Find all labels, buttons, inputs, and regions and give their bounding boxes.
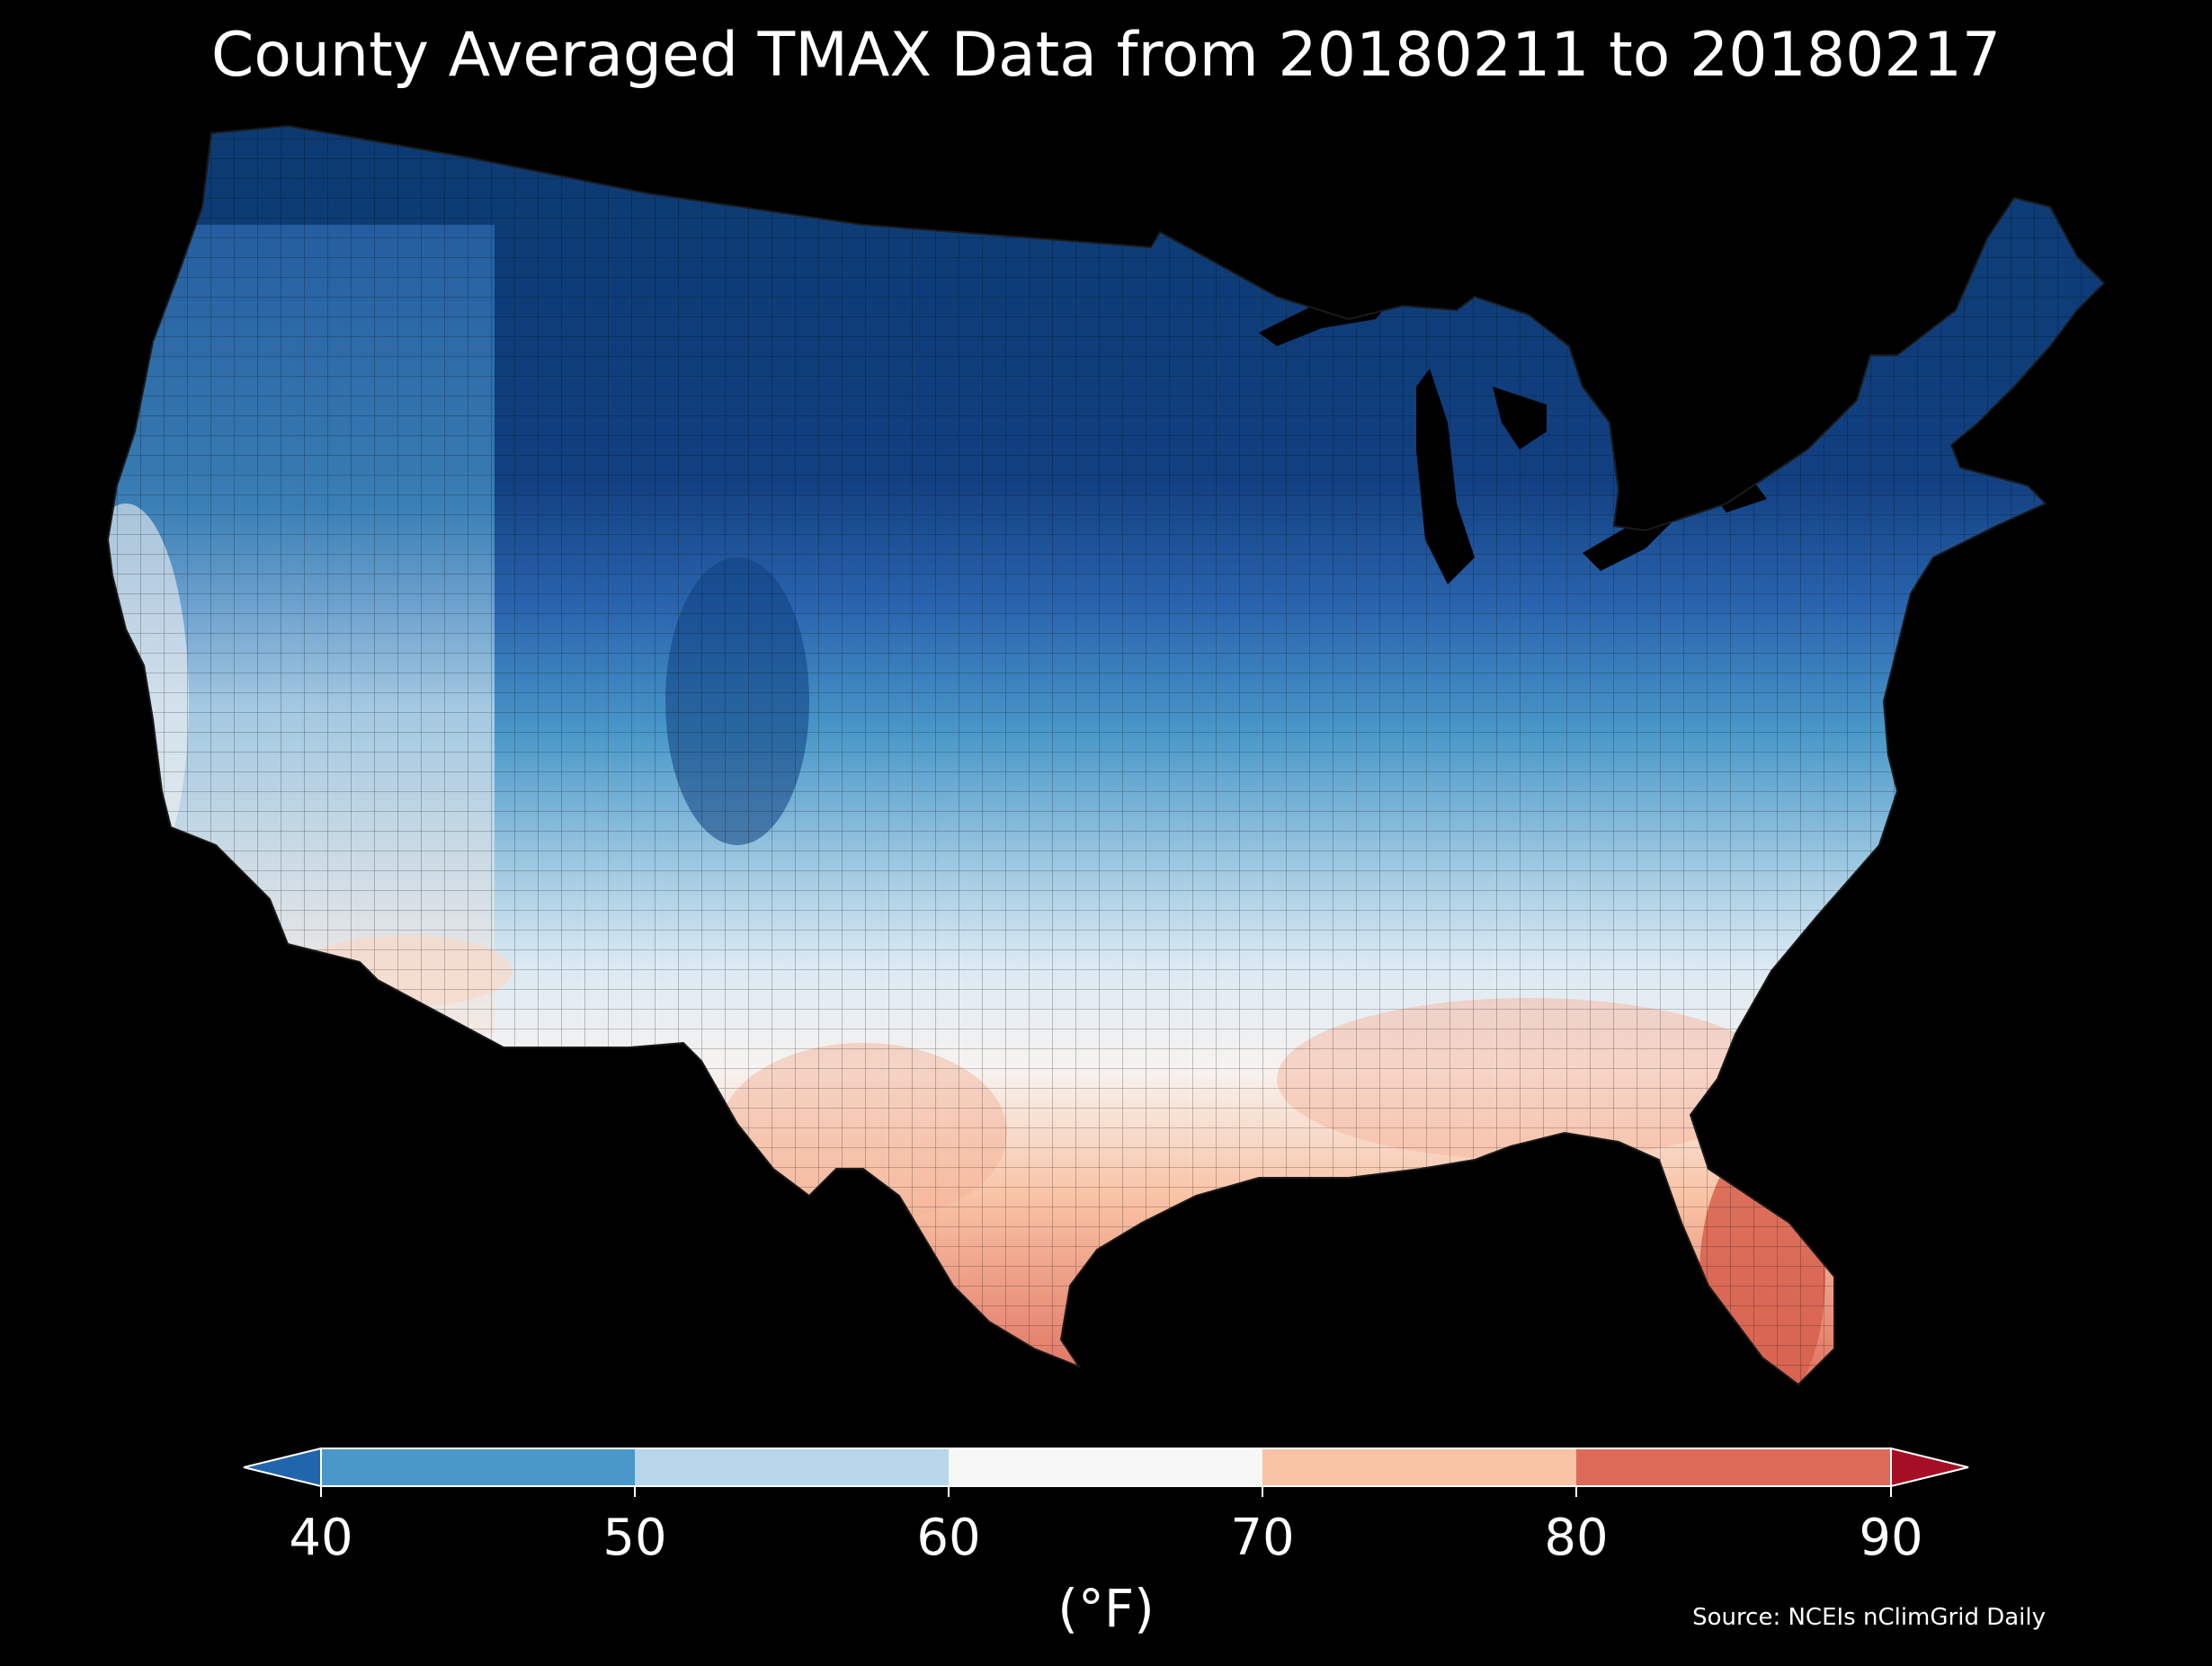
- colorbar-segment-80-90: [1576, 1448, 1891, 1486]
- colorbar-tick-label: 90: [1859, 1509, 1923, 1567]
- page-title: County Averaged TMAX Data from 20180211 …: [210, 20, 2002, 91]
- colorbar-tick-label: 40: [289, 1509, 353, 1567]
- colorbar-tick-label: 50: [602, 1509, 667, 1567]
- colorbar-segment-40-50: [321, 1448, 635, 1486]
- colorbar-tick-label: 80: [1544, 1509, 1609, 1567]
- colorbar-over-extension: [1890, 1447, 1969, 1488]
- colorbar: [243, 1447, 1969, 1497]
- colorbar-segment-50-60: [635, 1448, 949, 1486]
- colorbar-units-label: (°F): [1057, 1578, 1155, 1639]
- colorbar-segment-60-70: [949, 1448, 1262, 1486]
- colorbar-segment-70-80: [1262, 1448, 1576, 1486]
- colorbar-under-extension: [243, 1447, 322, 1488]
- source-credit: Source: NCEIs nClimGrid Daily: [1692, 1604, 2046, 1631]
- colorbar-tick-label: 70: [1230, 1509, 1295, 1567]
- contiguous-us-counties: [108, 126, 2104, 1385]
- great-lakes: [1259, 297, 1767, 584]
- colorbar-tick-label: 60: [916, 1509, 981, 1567]
